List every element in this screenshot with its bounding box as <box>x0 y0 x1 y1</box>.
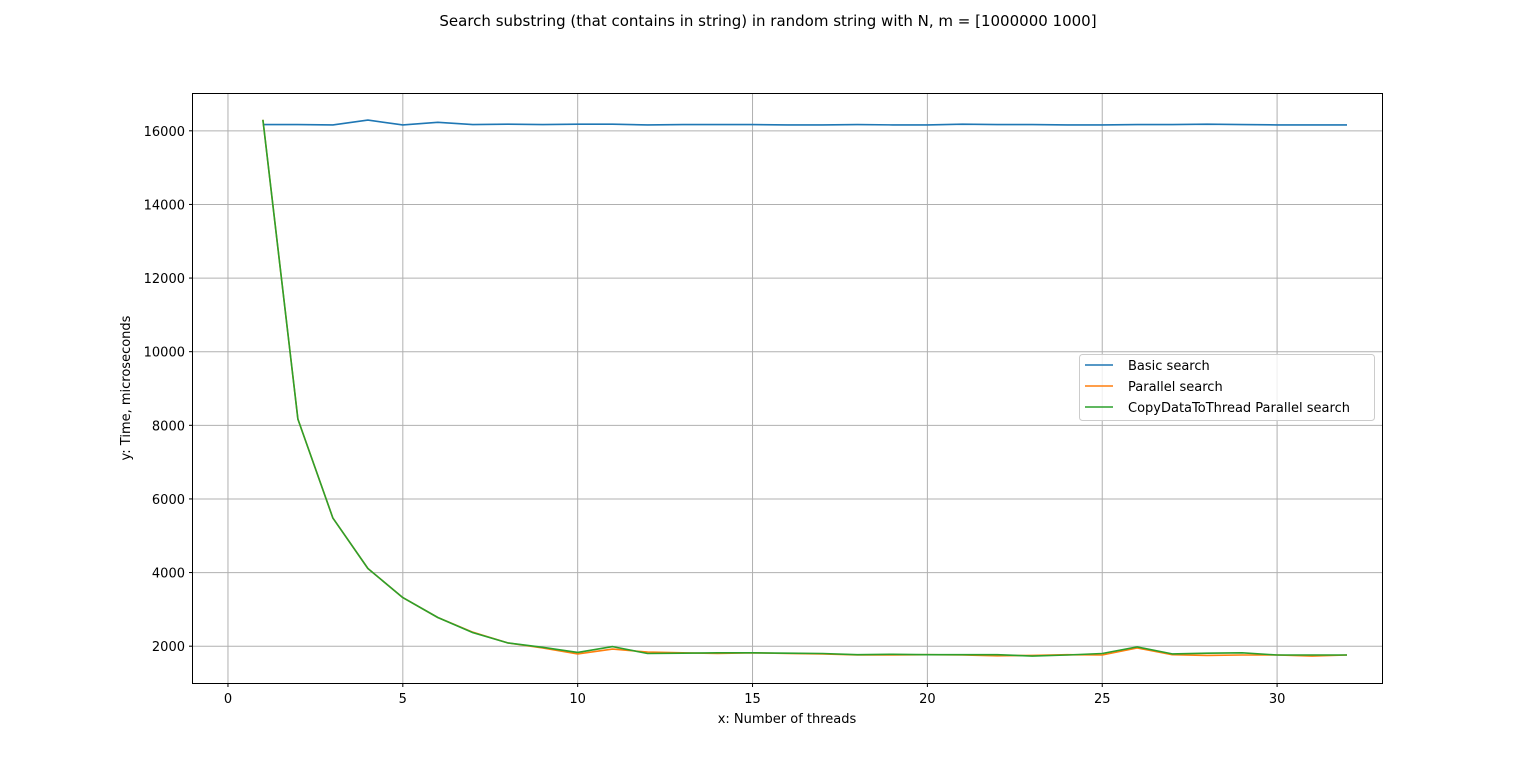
chart-title: Search substring (that contains in strin… <box>439 12 1096 30</box>
data-series <box>262 119 1348 657</box>
legend-label: CopyDataToThread Parallel search <box>1128 401 1350 416</box>
x-axis-ticks: 0 5 10 15 20 25 30 <box>224 683 1286 707</box>
legend-label: Basic search <box>1128 359 1210 374</box>
x-tick-label: 20 <box>919 692 936 707</box>
legend-entries: Basic search Parallel search CopyDataToThr… <box>1085 359 1350 416</box>
x-tick-label: 10 <box>569 692 586 707</box>
y-axis-ticks: 2000 4000 6000 8000 10000 12000 14000 16000 <box>144 125 193 655</box>
y-tick-label: 16000 <box>144 125 185 140</box>
x-tick-label: 0 <box>224 692 232 707</box>
plot-area-frame <box>192 93 1383 684</box>
chart-legend: Basic search Parallel search CopyDataToThr… <box>1079 354 1375 421</box>
y-tick-label: 2000 <box>152 640 185 655</box>
x-tick-label: 15 <box>744 692 761 707</box>
y-tick-label: 4000 <box>152 567 185 582</box>
y-tick-label: 6000 <box>152 493 185 508</box>
x-tick-label: 25 <box>1094 692 1111 707</box>
legend-label: Parallel search <box>1128 380 1223 395</box>
x-tick-label: 30 <box>1269 692 1286 707</box>
y-tick-label: 14000 <box>144 198 185 213</box>
x-tick-label: 5 <box>399 692 407 707</box>
legend-box <box>1079 354 1375 421</box>
y-tick-label: 12000 <box>144 272 185 287</box>
x-axis-label: x: Number of threads <box>718 712 857 727</box>
series-line-3 <box>262 119 1347 657</box>
series-line-1 <box>262 119 1347 126</box>
y-axis-label: y: Time, microseconds <box>119 315 134 460</box>
y-tick-label: 10000 <box>144 346 185 361</box>
y-tick-label: 8000 <box>152 419 185 434</box>
